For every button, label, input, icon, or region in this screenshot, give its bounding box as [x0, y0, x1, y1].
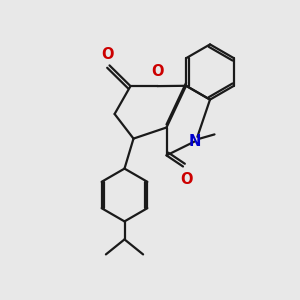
Text: O: O: [151, 64, 164, 80]
Text: O: O: [101, 47, 113, 62]
Text: N: N: [189, 134, 201, 148]
Text: O: O: [180, 172, 193, 187]
